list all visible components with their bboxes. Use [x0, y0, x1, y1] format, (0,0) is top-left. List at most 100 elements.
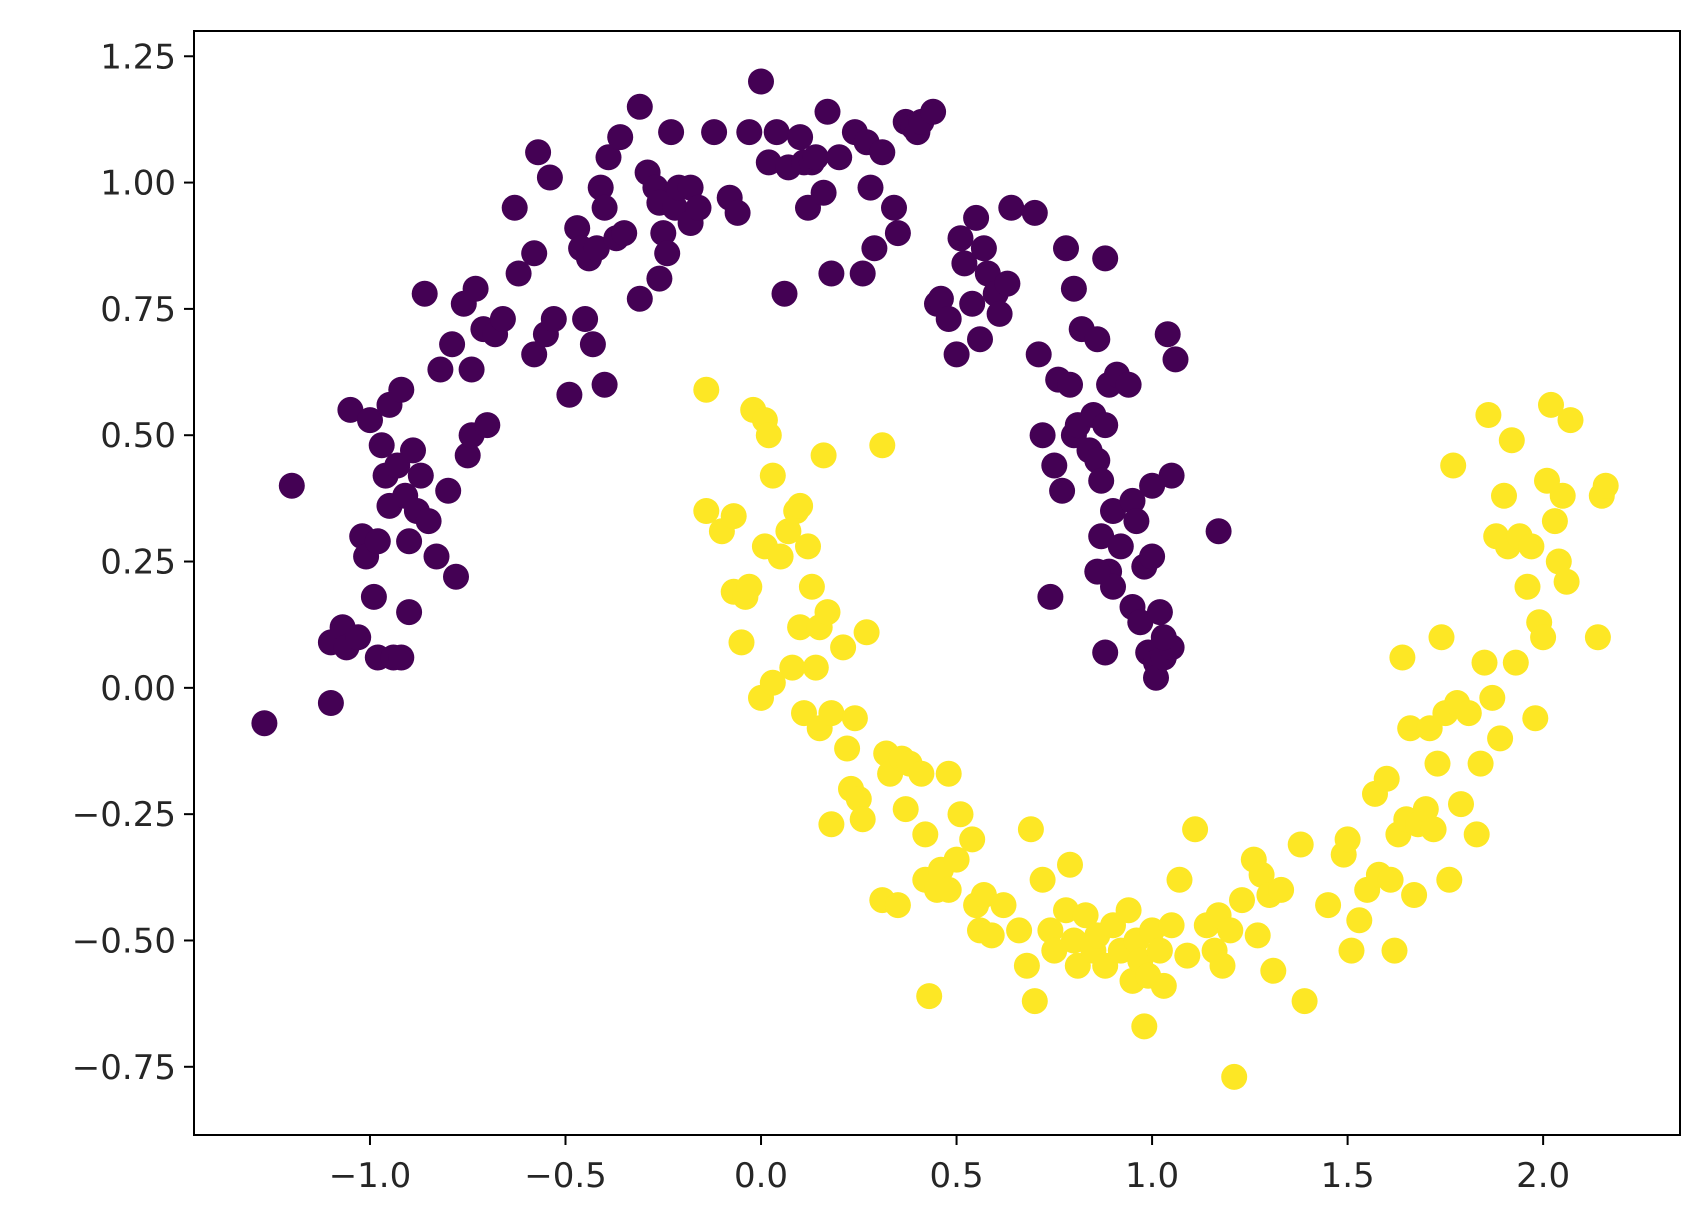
data-point	[654, 240, 681, 267]
data-point	[388, 644, 415, 671]
data-point	[427, 356, 454, 383]
data-point	[317, 690, 344, 716]
data-point	[826, 144, 853, 171]
data-point	[927, 285, 954, 312]
data-point	[1029, 422, 1056, 449]
x-tick-label: −1.0	[329, 1156, 412, 1196]
data-point	[869, 432, 896, 459]
data-point	[1487, 725, 1514, 752]
data-point	[611, 220, 638, 247]
data-point	[818, 700, 845, 727]
data-point	[1471, 649, 1498, 676]
data-point	[1479, 684, 1506, 711]
data-point	[1397, 715, 1424, 742]
data-point	[701, 119, 728, 146]
data-point	[1502, 649, 1529, 676]
data-point	[1150, 624, 1177, 651]
data-point	[388, 376, 415, 403]
data-point	[1088, 523, 1115, 550]
x-tick-label: 2.0	[1516, 1156, 1570, 1196]
data-point	[884, 220, 911, 247]
x-tick-label: 1.5	[1321, 1156, 1375, 1196]
data-point	[912, 821, 939, 848]
y-tick-label: −0.50	[72, 921, 176, 961]
data-point	[787, 614, 814, 641]
data-point	[1146, 937, 1173, 964]
data-point	[591, 194, 618, 221]
y-tick-label: 0.25	[100, 543, 176, 583]
data-point	[1491, 482, 1517, 509]
data-point	[646, 265, 673, 292]
data-point	[1041, 937, 1068, 964]
data-point	[798, 573, 825, 600]
data-point	[779, 654, 806, 681]
data-point	[1013, 952, 1040, 979]
data-point	[1221, 1063, 1248, 1090]
data-point	[337, 396, 364, 423]
data-point	[1150, 972, 1177, 999]
data-point	[1514, 573, 1541, 600]
x-axis: −1.0 −0.5 0.0 0.5 1.0 1.5 2.0	[329, 1135, 1570, 1196]
data-point	[677, 174, 704, 201]
data-point	[1166, 866, 1193, 893]
data-point	[357, 407, 383, 434]
data-point	[759, 669, 786, 696]
data-point	[1346, 907, 1373, 934]
data-point	[572, 306, 599, 332]
data-point	[978, 922, 1005, 949]
data-point	[462, 275, 489, 302]
data-point	[1518, 533, 1545, 560]
data-point	[1154, 321, 1181, 348]
data-point	[1139, 917, 1166, 944]
data-point	[994, 270, 1021, 297]
data-point	[1291, 988, 1318, 1015]
data-point	[763, 119, 790, 146]
data-point	[1420, 816, 1447, 843]
data-point	[521, 341, 548, 368]
data-point	[400, 437, 426, 464]
data-point	[423, 543, 450, 570]
data-point	[1084, 326, 1111, 353]
data-point	[1174, 942, 1201, 969]
data-point	[501, 194, 528, 221]
data-point	[1209, 952, 1236, 979]
data-point	[693, 498, 720, 524]
data-point	[802, 144, 829, 171]
data-point	[540, 306, 567, 332]
data-point	[1017, 816, 1044, 843]
data-point	[795, 533, 821, 560]
y-tick-label: 0.50	[100, 416, 176, 456]
data-point	[1088, 467, 1115, 494]
data-point	[1107, 533, 1134, 560]
data-point	[935, 876, 962, 903]
data-point	[626, 285, 653, 312]
data-point	[1029, 866, 1056, 893]
data-point	[1463, 821, 1490, 848]
points-layer	[251, 68, 1619, 1090]
data-point	[415, 508, 442, 535]
data-point	[1498, 427, 1525, 454]
data-point	[748, 68, 774, 95]
data-point	[1139, 472, 1166, 499]
data-point	[853, 619, 880, 646]
data-point	[967, 326, 993, 353]
data-point	[443, 563, 469, 590]
data-point	[1287, 831, 1314, 858]
data-point	[884, 892, 911, 919]
data-point	[1084, 558, 1111, 585]
data-point	[658, 119, 685, 146]
data-point	[849, 806, 876, 833]
data-point	[943, 341, 970, 368]
data-point	[1021, 988, 1048, 1015]
data-point	[360, 583, 387, 610]
data-point	[787, 124, 814, 151]
data-point	[458, 356, 485, 383]
data-point	[1182, 816, 1209, 843]
data-point	[591, 371, 618, 398]
data-point	[1545, 548, 1572, 575]
data-point	[1100, 498, 1126, 524]
data-point	[1455, 700, 1482, 727]
data-point	[959, 826, 986, 853]
data-point	[505, 260, 532, 287]
data-point	[759, 462, 786, 489]
